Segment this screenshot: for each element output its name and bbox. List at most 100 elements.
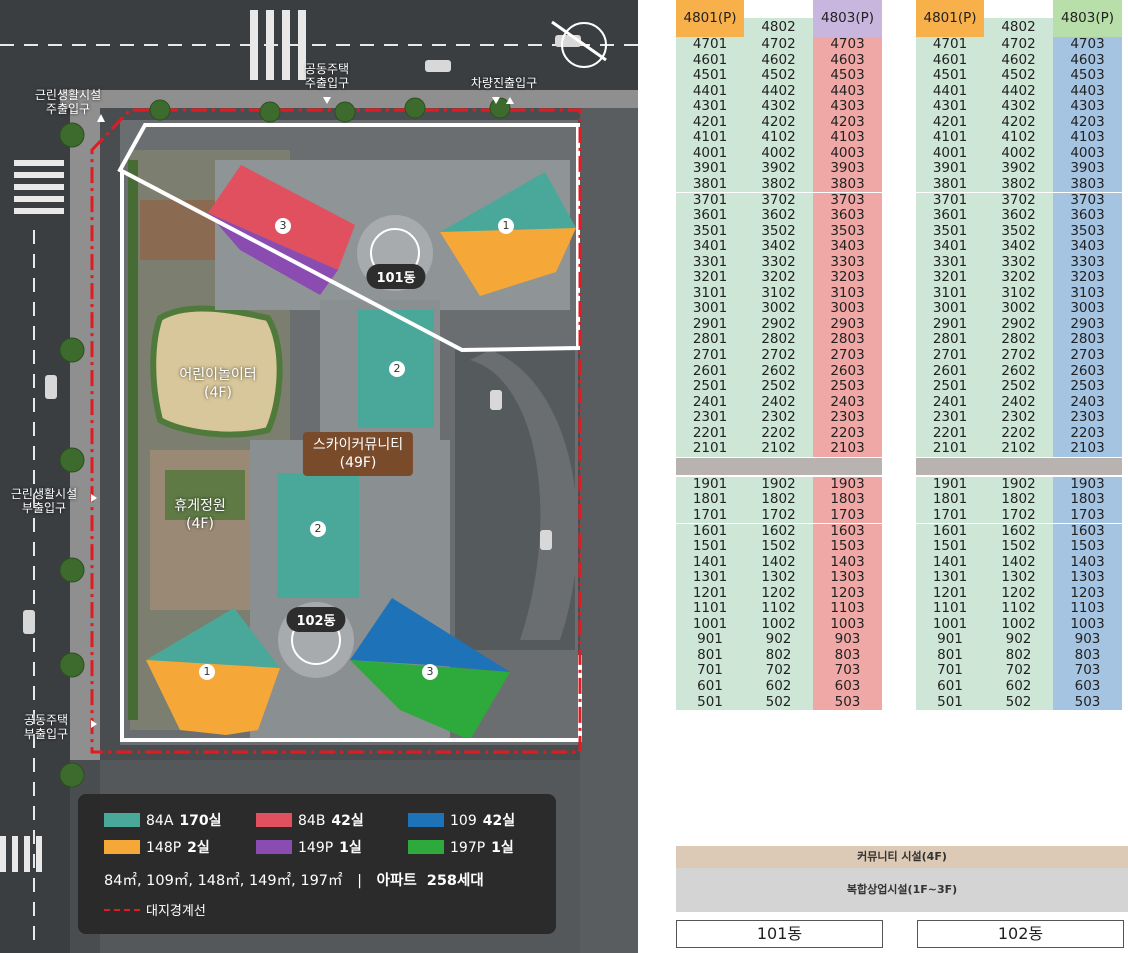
unit-cell: 1202 xyxy=(984,585,1053,602)
unit-cell: 3603 xyxy=(1053,207,1122,224)
unit-cell: 802 xyxy=(984,647,1053,664)
unit-cell: 501 xyxy=(916,694,984,711)
legend-count: 42실 xyxy=(331,813,364,829)
unit-cell: 2802 xyxy=(744,332,813,348)
unit-cell: 1703 xyxy=(1053,507,1122,524)
unit-cell: 4002 xyxy=(744,145,813,162)
unit-cell: 3203 xyxy=(1053,270,1122,286)
unit-cell: 3803 xyxy=(1053,176,1122,193)
unit-cell: 2803 xyxy=(813,332,882,348)
unit-cell: 4301 xyxy=(916,99,984,115)
unit-cell: 3703 xyxy=(1053,192,1122,209)
unit-cell: 4702 xyxy=(744,36,813,53)
unit-cell: 1401 xyxy=(916,554,984,571)
legend-item-109: 109 42실 xyxy=(408,812,515,830)
legend-areas-text: 84㎡, 109㎡, 148㎡, 149㎡, 197㎡ xyxy=(104,873,343,889)
refuge-floor-gap xyxy=(916,457,1122,475)
unit-cell: 4701 xyxy=(916,36,984,53)
unit-cell: 2202 xyxy=(744,425,813,442)
legend-count: 170실 xyxy=(179,813,222,829)
unit-cell: 3003 xyxy=(813,301,882,317)
unit-cell: 1402 xyxy=(984,554,1053,571)
unit-cell: 2503 xyxy=(1053,379,1122,395)
unit-cell: 1401 xyxy=(676,554,744,571)
unit-cell: 3901 xyxy=(676,161,744,177)
unit-cell: 3701 xyxy=(676,192,744,209)
unit-cell: 4202 xyxy=(744,114,813,131)
unit-cell: 1803 xyxy=(1053,492,1122,508)
unit-cell: 4303 xyxy=(1053,99,1122,115)
unit-cell: 2502 xyxy=(984,379,1053,395)
unit-cell: 2603 xyxy=(813,363,882,380)
legend-item-149p: 149P 1실 xyxy=(256,839,362,857)
unit-cell: 1902 xyxy=(984,476,1053,493)
community-facility-band: 커뮤니티 시설(4F) xyxy=(676,846,1128,868)
unit-cell: 4003 xyxy=(1053,145,1122,162)
sky-community-label: 스카이커뮤니티 (49F) xyxy=(302,432,414,476)
unit-cell: 502 xyxy=(984,694,1053,711)
building-102-label: 102동 xyxy=(286,607,346,632)
unit-stack-chart: 4801(P) 4802 4803(P) 4701 4702 4703 4601 4602 46… xyxy=(676,0,1128,953)
entrance-residential-sub-label: 공동주택 부출입구 xyxy=(23,713,69,741)
unit-cell: 1102 xyxy=(744,601,813,617)
unit-cell: 2201 xyxy=(916,425,984,442)
unit-cell: 1903 xyxy=(813,476,882,493)
unit-cell: 701 xyxy=(916,663,984,679)
unit-cell: 1901 xyxy=(916,476,984,493)
unit-cell: 3502 xyxy=(744,223,813,240)
unit-cell: 3901 xyxy=(916,161,984,177)
unit-cell: 3503 xyxy=(1053,223,1122,240)
unit-cell: 1603 xyxy=(813,523,882,540)
unit-cell: 4702 xyxy=(984,36,1053,53)
unit-cell: 1802 xyxy=(984,492,1053,508)
unit-cell: 3903 xyxy=(1053,161,1122,177)
legend-name: 149P xyxy=(298,840,334,856)
unit-cell: 2801 xyxy=(916,332,984,348)
unit-type-marker: 3 xyxy=(275,218,291,234)
unit-cell: 2903 xyxy=(813,316,882,333)
unit-cell: 4001 xyxy=(676,145,744,162)
unit-cell: 2501 xyxy=(676,379,744,395)
unit-cell: 3102 xyxy=(744,285,813,302)
unit-cell: 4302 xyxy=(984,99,1053,115)
unit-cell: 1102 xyxy=(984,601,1053,617)
unit-cell: 1801 xyxy=(676,492,744,508)
unit-cell: 3302 xyxy=(744,254,813,271)
unit-cell: 4101 xyxy=(676,130,744,146)
penthouse-cell: 4803(P) xyxy=(1053,0,1122,37)
unit-cell: 1301 xyxy=(676,570,744,586)
unit-cell: 4402 xyxy=(744,83,813,100)
unit-cell: 2602 xyxy=(744,363,813,380)
unit-cell: 801 xyxy=(916,647,984,664)
unit-cell: 3902 xyxy=(984,161,1053,177)
unit-cell: 3002 xyxy=(984,301,1053,317)
unit-cell: 1803 xyxy=(813,492,882,508)
unit-cell: 3203 xyxy=(813,270,882,286)
unit-cell: 2301 xyxy=(676,410,744,426)
unit-cell: 1101 xyxy=(676,601,744,617)
unit-cell: 1701 xyxy=(676,507,744,524)
unit-cell: 3602 xyxy=(984,207,1053,224)
legend-swatch xyxy=(408,840,444,854)
unit-cell: 3302 xyxy=(984,254,1053,271)
legend-total: 아파트 258세대 xyxy=(376,873,484,889)
unit-cell: 3301 xyxy=(916,254,984,271)
unit-cell: 1602 xyxy=(744,523,813,540)
unit-cell: 1303 xyxy=(813,570,882,586)
unit-cell: 2302 xyxy=(984,410,1053,426)
unit-cell: 1403 xyxy=(813,554,882,571)
unit-cell: 1503 xyxy=(1053,538,1122,555)
building-102-stack: 4801(P) 4802 4803(P) 4701 4702 4703 4601 4602 46… xyxy=(916,0,1122,953)
legend-areas: 84㎡, 109㎡, 148㎡, 149㎡, 197㎡ | 아파트 258세대 xyxy=(104,872,484,890)
unit-cell: 2602 xyxy=(984,363,1053,380)
unit-cell: 3102 xyxy=(984,285,1053,302)
playground-label: 어린이놀이터 (4F) xyxy=(179,367,257,401)
unit-cell: 4203 xyxy=(1053,114,1122,131)
unit-cell: 4802 xyxy=(744,18,813,37)
unit-cell: 902 xyxy=(744,632,813,648)
legend-count: 2실 xyxy=(187,840,210,856)
unit-cell: 1203 xyxy=(1053,585,1122,602)
unit-cell: 502 xyxy=(744,694,813,711)
unit-type-marker: 3 xyxy=(422,664,438,680)
unit-cell: 3903 xyxy=(813,161,882,177)
